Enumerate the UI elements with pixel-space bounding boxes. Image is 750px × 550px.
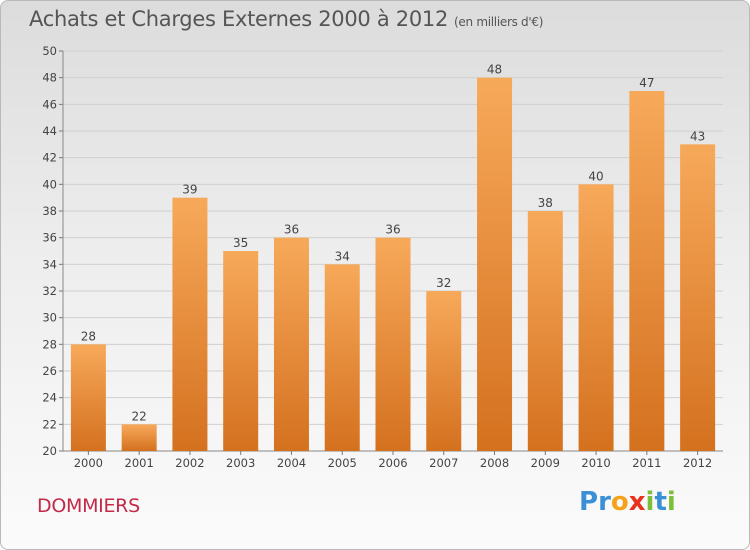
value-label-2003: 35 xyxy=(233,236,248,250)
proxiti-logo[interactable]: Proxiti xyxy=(579,487,676,517)
bars xyxy=(70,77,716,452)
bar-2008 xyxy=(477,77,513,452)
x-tick-label-2011: 2011 xyxy=(632,456,661,470)
logo-letter: o xyxy=(610,487,629,517)
bar-2005 xyxy=(324,264,360,451)
value-label-2007: 32 xyxy=(436,276,451,290)
y-tick-label: 44 xyxy=(42,124,57,138)
x-tick-label-2010: 2010 xyxy=(581,456,610,470)
y-tick-label: 28 xyxy=(42,337,57,351)
y-tick-label: 32 xyxy=(42,284,57,298)
logo-letter: x xyxy=(628,487,646,517)
labels: 28 2000 22 2001 39 2002 35 2003 36 2004 34 2005 36 20… xyxy=(74,63,713,470)
value-label-2005: 34 xyxy=(335,249,350,263)
value-label-2001: 22 xyxy=(132,409,147,423)
y-tick-label: 48 xyxy=(42,71,57,85)
y-tick-label: 46 xyxy=(42,97,57,111)
y-tick-label: 42 xyxy=(42,151,57,165)
value-label-2008: 48 xyxy=(487,63,502,77)
title-text: Achats et Charges Externes 2000 à 2012 xyxy=(29,7,449,31)
y-tick-label: 26 xyxy=(42,364,57,378)
x-tick-label-2002: 2002 xyxy=(175,456,204,470)
logo-letter: P xyxy=(579,487,599,517)
logo-letter: r xyxy=(598,487,611,517)
bar-2007 xyxy=(426,291,462,451)
value-label-2004: 36 xyxy=(284,223,299,237)
value-label-2002: 39 xyxy=(182,183,197,197)
y-tick-label: 34 xyxy=(42,257,57,271)
value-label-2012: 43 xyxy=(690,129,705,143)
value-label-2010: 40 xyxy=(588,169,603,183)
bar-2000 xyxy=(70,344,106,451)
y-tick-label: 50 xyxy=(42,44,57,58)
y-tick-label: 24 xyxy=(42,391,57,405)
y-tick-label: 38 xyxy=(42,204,57,218)
value-label-2011: 47 xyxy=(639,76,654,90)
x-tick-label-2005: 2005 xyxy=(328,456,357,470)
town-name: DOMMIERS xyxy=(37,495,140,517)
x-tick-label-2000: 2000 xyxy=(74,456,103,470)
bar-2004 xyxy=(273,237,309,451)
logo-letter: t xyxy=(654,487,667,517)
chart-title: Achats et Charges Externes 2000 à 2012 (e… xyxy=(29,7,543,31)
x-tick-label-2012: 2012 xyxy=(683,456,712,470)
x-tick-label-2009: 2009 xyxy=(531,456,560,470)
x-tick-label-2008: 2008 xyxy=(480,456,509,470)
y-tick-label: 20 xyxy=(42,444,57,458)
value-label-2009: 38 xyxy=(538,196,553,210)
bar-2010 xyxy=(578,184,614,452)
x-tick-label-2007: 2007 xyxy=(429,456,458,470)
bar-2009 xyxy=(527,211,563,451)
x-tick-label-2004: 2004 xyxy=(277,456,306,470)
logo-letter: i xyxy=(645,487,655,517)
x-tick-label-2001: 2001 xyxy=(125,456,154,470)
value-label-2000: 28 xyxy=(81,329,96,343)
y-tick-label: 40 xyxy=(42,177,57,191)
bar-2003 xyxy=(223,251,259,451)
bar-2002 xyxy=(172,197,208,451)
value-label-2006: 36 xyxy=(385,223,400,237)
bar-2011 xyxy=(629,91,665,451)
y-tick-label: 36 xyxy=(42,231,57,245)
x-tick-label-2003: 2003 xyxy=(226,456,255,470)
title-unit: (en milliers d'€) xyxy=(454,15,544,29)
bar-2001 xyxy=(121,424,157,451)
x-tick-label-2006: 2006 xyxy=(378,456,407,470)
y-tick-label: 30 xyxy=(42,311,57,325)
logo-letter: i xyxy=(666,487,676,517)
bar-2012 xyxy=(680,144,716,452)
bar-2006 xyxy=(375,237,411,451)
y-tick-label: 22 xyxy=(42,417,57,431)
